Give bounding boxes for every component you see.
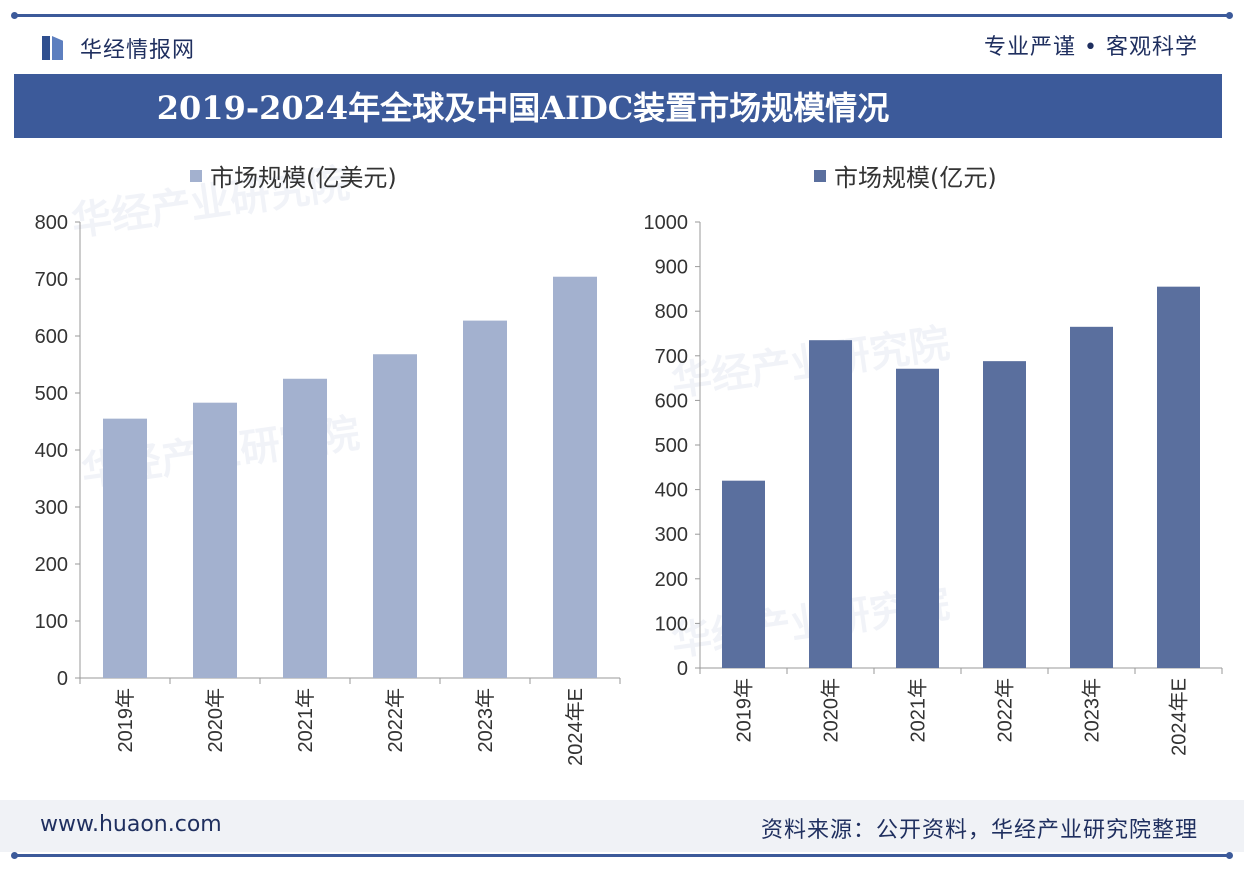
y-tick-label: 600 [35, 326, 68, 348]
y-tick-label: 300 [35, 497, 68, 519]
y-tick-label: 200 [35, 554, 68, 576]
x-tick-label: 2020年 [820, 678, 843, 743]
y-tick-label: 400 [655, 480, 688, 502]
y-tick-label: 200 [655, 569, 688, 591]
y-tick-label: 0 [677, 658, 688, 680]
y-tick-label: 500 [655, 435, 688, 457]
y-tick-label: 400 [35, 440, 68, 462]
x-tick-label: 2021年 [907, 678, 930, 743]
bar-0-0 [103, 418, 147, 678]
brand-motto: 专业严谨 • 客观科学 [984, 35, 1198, 60]
bottom-rule [11, 852, 1233, 859]
chart-title: 2019-2024年全球及中国AIDC装置市场规模情况 [156, 89, 890, 127]
top-rule [11, 12, 1233, 19]
y-tick-label: 800 [655, 301, 688, 323]
bar-1-2 [896, 368, 939, 668]
y-tick-label: 0 [57, 668, 68, 690]
y-tick-label: 500 [35, 383, 68, 405]
legend-swatch-0 [190, 170, 202, 182]
bar-0-2 [283, 378, 327, 678]
footer-source: 资料来源：公开资料，华经产业研究院整理 [760, 818, 1198, 843]
x-tick-label: 2022年 [994, 678, 1017, 743]
bar-1-0 [722, 480, 765, 668]
x-tick-label: 2021年 [294, 688, 317, 753]
brand-name: 华经情报网 [80, 38, 196, 63]
y-tick-label: 100 [655, 613, 688, 635]
y-tick-label: 700 [655, 346, 688, 368]
y-tick-label: 700 [35, 269, 68, 291]
y-tick-label: 800 [35, 212, 68, 234]
bar-0-3 [373, 354, 417, 678]
legend-label-0: 市场规模(亿美元) [210, 164, 397, 192]
y-tick-label: 900 [655, 257, 688, 279]
bar-0-4 [463, 320, 507, 678]
footer: www.huaon.com 资料来源：公开资料，华经产业研究院整理 [0, 800, 1244, 852]
bar-0-1 [193, 402, 237, 678]
footer-url[interactable]: www.huaon.com [40, 812, 222, 837]
x-tick-label: 2024年E [564, 688, 587, 766]
title-bar: 2019-2024年全球及中国AIDC装置市场规模情况 [14, 74, 1222, 138]
bar-1-1 [809, 340, 852, 668]
y-tick-label: 600 [655, 390, 688, 412]
x-tick-label: 2019年 [733, 678, 756, 743]
brand-logo-icon [40, 36, 70, 60]
y-tick-label: 1000 [644, 212, 689, 234]
y-tick-label: 300 [655, 524, 688, 546]
x-tick-label: 2020年 [204, 688, 227, 753]
legend-label-1: 市场规模(亿元) [834, 164, 997, 192]
bar-0-5 [553, 276, 597, 678]
x-tick-label: 2023年 [1081, 678, 1104, 743]
brand: 华经情报网 [40, 30, 195, 66]
bar-1-3 [983, 361, 1026, 668]
legend-swatch-1 [814, 170, 826, 182]
x-tick-label: 2024年E [1168, 678, 1191, 756]
bar-1-4 [1070, 326, 1113, 668]
x-tick-label: 2023年 [474, 688, 497, 753]
y-tick-label: 100 [35, 611, 68, 633]
x-tick-label: 2019年 [114, 688, 137, 753]
bar-1-5 [1157, 286, 1200, 668]
x-tick-label: 2022年 [384, 688, 407, 753]
